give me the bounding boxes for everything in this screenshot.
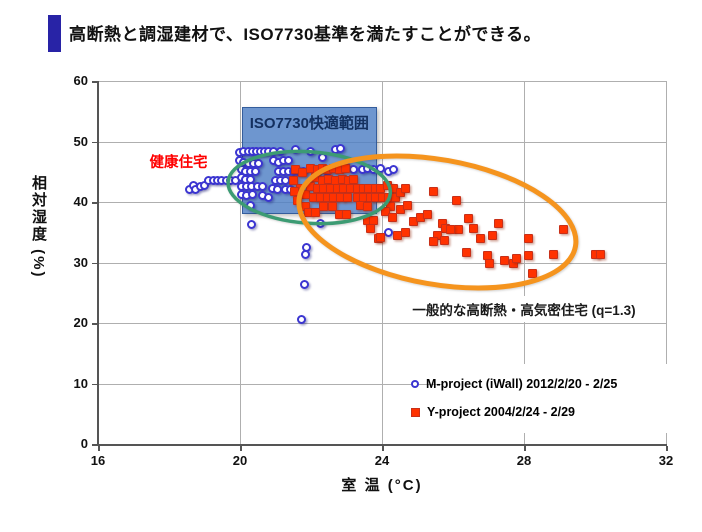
y-tick-label: 30 [73,254,88,270]
title-accent-bar [48,15,61,52]
data-point-y-project [493,219,503,229]
x-tick-mark [98,446,100,451]
data-point-y-project [439,235,449,245]
x-tick-mark [666,446,668,451]
data-point-y-project [428,187,438,197]
data-point-y-project [340,164,350,174]
data-point-y-project [469,223,479,233]
data-point-m-project [315,218,325,228]
data-point-y-project [422,210,432,220]
data-point-m-project [263,192,273,202]
y-tick-mark [92,323,97,325]
y-tick-label: 60 [73,73,88,88]
data-point-m-project [296,315,306,325]
x-tick-label: 32 [658,453,674,468]
data-point-y-project [524,233,534,243]
y-tick-mark [92,202,97,204]
y-axis-line [97,81,99,445]
x-tick-label: 28 [516,453,532,468]
data-point-m-project [257,181,267,191]
data-point-y-project [365,223,375,233]
x-tick-mark [240,446,242,451]
data-point-m-project [245,200,255,210]
data-point-m-project [388,165,398,175]
data-point-y-project [400,228,410,238]
y-tick-label: 50 [73,133,88,149]
gridline-horizontal [98,323,666,324]
gridline-horizontal [98,81,666,82]
data-point-y-project [548,249,558,259]
legend-entry-m-project: M-project (iWall) 2012/2/20 - 2/25 [411,377,617,391]
data-point-y-project [342,210,351,220]
data-point-y-project [464,214,474,224]
x-tick-mark [524,446,526,451]
data-point-y-project [454,225,464,235]
legend-entry-y-project: Y-project 2004/2/24 - 2/29 [411,405,575,419]
data-point-y-project [403,200,413,210]
data-point-y-project [342,193,352,203]
data-point-y-project [428,237,438,247]
data-point-y-project [476,233,486,243]
data-point-m-project [275,147,285,157]
data-point-y-project [362,201,372,211]
data-point-y-project [559,225,569,235]
y-tick-mark [92,444,97,446]
gridline-horizontal [98,383,666,385]
data-point-y-project [375,232,385,242]
data-point-y-project [524,251,534,261]
m-project-circle-marker-icon [411,380,419,388]
x-tick-label: 24 [374,453,390,468]
iso7730-comfort-region-label: ISO7730快適範囲 [249,115,369,132]
data-point-y-project [348,174,358,184]
y-tick-label: 40 [73,194,88,209]
data-point-y-project [512,253,522,263]
slide-title: 高断熱と調湿建材で、ISO7730基準を満たすことができる。 [69,25,542,44]
gridline-vertical [666,81,667,444]
chart-legend: M-project (iWall) 2012/2/20 - 2/25 Y-pro… [411,364,697,433]
healthy-house-label: 健康住宅 [149,155,208,172]
data-point-m-project [300,249,310,259]
y-tick-mark [92,262,97,264]
data-point-y-project [528,269,538,279]
typical-house-label: 一般的な高断熱・高気密住宅 (q=1.3) [404,296,644,323]
x-axis-line [97,444,667,446]
gridline-horizontal [98,202,666,203]
data-point-m-project [299,280,309,290]
data-point-y-project [461,248,471,258]
data-point-y-project [485,258,495,268]
x-axis-label: 室 温 (°C) [341,477,423,494]
data-point-m-project [305,147,315,157]
data-point-y-project [596,249,606,259]
data-point-m-project [383,228,393,238]
data-point-y-project [487,231,497,241]
data-point-m-project [247,190,257,200]
data-point-m-project [246,220,256,230]
x-tick-label: 20 [232,453,248,468]
y-axis-label: 相対湿度 (%) [30,174,47,279]
x-tick-mark [382,446,384,451]
y-tick-mark [92,383,97,385]
y-project-square-marker-icon [411,407,420,417]
y-tick-label: 10 [73,375,88,391]
gridline-horizontal [98,262,666,264]
y-tick-mark [92,81,97,83]
y-tick-mark [92,141,97,143]
data-point-y-project [289,187,299,197]
y-tick-label: 20 [73,315,88,330]
gridline-horizontal [98,141,666,143]
data-point-y-project [452,196,462,206]
legend-label-y-project: Y-project 2004/2/24 - 2/29 [427,405,576,419]
x-tick-label: 16 [90,453,106,468]
data-point-y-project [400,183,410,193]
data-point-y-project [318,202,328,212]
data-point-y-project [499,255,509,265]
legend-label-m-project: M-project (iWall) 2012/2/20 - 2/25 [426,377,618,391]
y-tick-label: 0 [80,436,88,451]
data-point-y-project [446,224,455,234]
